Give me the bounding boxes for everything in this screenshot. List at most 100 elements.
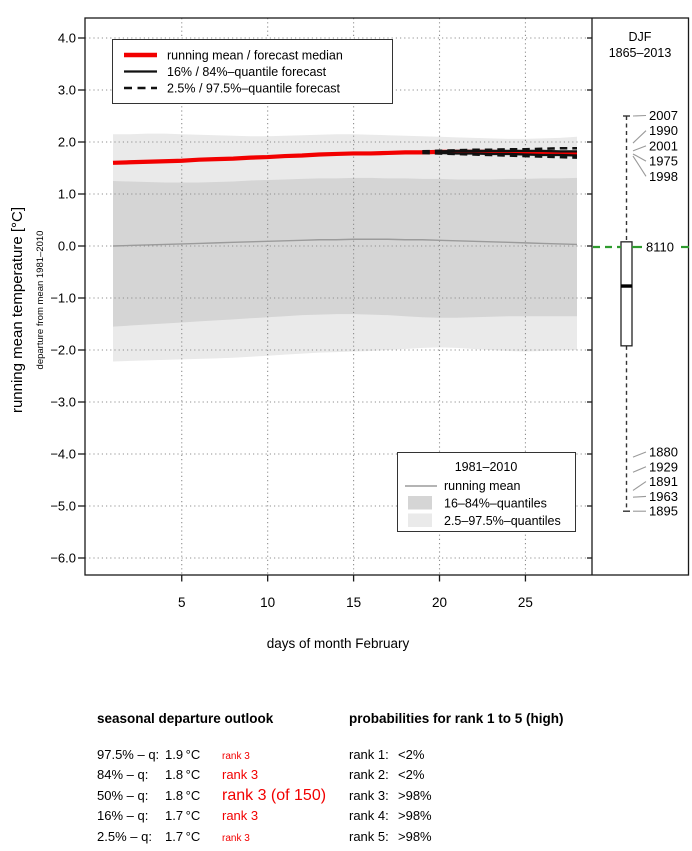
legend-item-label: 2.5% / 97.5%–quantile forecast xyxy=(167,82,341,96)
year-leader-line xyxy=(632,481,647,491)
axes xyxy=(78,17,690,582)
temp-tick-label: −4.0 xyxy=(50,447,76,462)
year-label-1929: 1929 xyxy=(649,459,678,474)
climatology-legend: 1981–2010 running mean 16–84%–quantiles 2.5… xyxy=(397,452,576,532)
probability-value: >98% xyxy=(398,829,432,844)
quantile-label: 97.5% – q: xyxy=(97,747,160,762)
rank-annotation: rank 3 xyxy=(222,751,250,762)
rank-label: rank 3: xyxy=(349,788,389,803)
temp-tick-label: 1.0 xyxy=(58,187,76,202)
djf-period-label: DJF xyxy=(629,30,652,44)
rank-annotation: rank 3 xyxy=(222,833,250,844)
rank-annotation: rank 3 (of 150) xyxy=(222,787,327,804)
forecast-q2-5-line xyxy=(422,151,578,159)
probability-value: >98% xyxy=(398,808,432,823)
light-swatch-sample xyxy=(408,513,432,527)
y-axis-sub-label: departure from mean 1981–2010 xyxy=(35,231,46,370)
year-leader-line xyxy=(632,495,647,498)
quantile-value: 1.8 °C xyxy=(165,788,201,803)
y-axis-label: running mean temperature [°C] xyxy=(9,207,26,413)
quantile-label: 16% – q: xyxy=(97,808,149,823)
legend-item-label: 16–84%–quantiles xyxy=(444,497,547,511)
year-label-2001: 2001 xyxy=(649,138,678,153)
rank-label: rank 4: xyxy=(349,808,389,823)
outlook-heading: seasonal departure outlook xyxy=(97,711,274,726)
climatology-running-mean-line xyxy=(112,238,578,247)
legend-item-label: running mean / forecast median xyxy=(167,49,343,63)
plot-border xyxy=(84,17,690,576)
year-label-1895: 1895 xyxy=(649,504,678,519)
year-label-1891: 1891 xyxy=(649,474,678,489)
probability-row: rank 5: >98% xyxy=(349,828,432,845)
outlook-row: 2.5% – q: 1.7 °C rank 3 xyxy=(97,828,250,847)
year-leader-line xyxy=(632,155,647,177)
temp-tick-label: 2.0 xyxy=(58,135,76,150)
temp-tick-label: −5.0 xyxy=(50,499,76,514)
year-leader-line xyxy=(632,114,647,117)
probability-row: rank 3: >98% xyxy=(349,787,432,804)
legend-item-label: 16% / 84%–quantile forecast xyxy=(167,65,327,79)
year-label-1990: 1990 xyxy=(649,123,678,138)
outlook-row: 16% – q: 1.7 °C rank 3 xyxy=(97,807,258,824)
climatology-bands xyxy=(113,133,577,362)
year-label-2007: 2007 xyxy=(649,108,678,123)
year-leader-line xyxy=(632,145,647,152)
station-count-label: 8110 xyxy=(646,240,674,255)
quantile-label: 84% – q: xyxy=(97,767,149,782)
x-axis-label: days of month February xyxy=(267,636,410,651)
rank-annotation: rank 3 xyxy=(222,767,259,782)
probability-value: >98% xyxy=(398,788,432,803)
temperature-forecast-chart: 4.0 3.0 2.0 1.0 0.0 −1.0 −2.0 −3.0 −4.0 −5.0 −6.0 5… xyxy=(9,17,690,651)
year-label-1963: 1963 xyxy=(649,489,678,504)
forecast-q97-5-line xyxy=(422,146,577,153)
temp-tick-label: −1.0 xyxy=(50,291,76,306)
quantile-value: 1.7 °C xyxy=(165,829,201,844)
year-label-1998: 1998 xyxy=(649,169,678,184)
temp-tick-label: 0.0 xyxy=(58,239,76,254)
rank-annotation: rank 3 xyxy=(222,808,259,823)
outlook-row: 84% – q: 1.8 °C rank 3 xyxy=(97,766,258,783)
temp-tick-label: −6.0 xyxy=(50,551,76,566)
climatology-16-84-band xyxy=(113,177,577,327)
outlook-row: 50% – q: 1.8 °C rank 3 (of 150) xyxy=(97,787,326,804)
quantile-value: 1.8 °C xyxy=(165,767,201,782)
year-label-1975: 1975 xyxy=(649,154,678,169)
probabilities-heading: probabilities for rank 1 to 5 (high) xyxy=(349,711,564,726)
probability-value: <2% xyxy=(398,767,425,782)
forecast-median-line xyxy=(112,149,578,165)
year-leader-line xyxy=(632,130,647,144)
temp-tick-label: −3.0 xyxy=(50,395,76,410)
day-tick-label: 25 xyxy=(518,595,533,610)
rank-label: rank 1: xyxy=(349,747,389,762)
day-tick-label: 10 xyxy=(260,595,275,610)
year-leader-line xyxy=(632,451,647,458)
day-tick-label: 15 xyxy=(346,595,361,610)
rank-label: rank 2: xyxy=(349,767,389,782)
djf-range-label: 1865–2013 xyxy=(609,46,672,60)
probability-row: rank 2: <2% xyxy=(349,766,424,783)
quantile-label: 2.5% – q: xyxy=(97,829,152,844)
day-tick-label: 5 xyxy=(178,595,186,610)
probability-value: <2% xyxy=(398,747,425,762)
year-label-1880: 1880 xyxy=(649,445,678,460)
year-leader-line xyxy=(632,466,647,473)
outlook-row: 97.5% – q: 1.9 °C rank 3 xyxy=(97,746,250,765)
temp-tick-label: 3.0 xyxy=(58,83,76,98)
probability-row: rank 1: <2% xyxy=(349,746,424,763)
year-leader-line xyxy=(632,153,647,162)
temp-tick-label: 4.0 xyxy=(58,31,76,46)
legend-title: 1981–2010 xyxy=(455,460,518,474)
quantile-label: 50% – q: xyxy=(97,788,149,803)
legend-item-label: running mean xyxy=(444,479,520,493)
dark-swatch-sample xyxy=(408,496,432,510)
quantile-value: 1.7 °C xyxy=(165,808,201,823)
legend-item-label: 2.5–97.5%–quantiles xyxy=(444,514,561,528)
rank-label: rank 5: xyxy=(349,829,389,844)
interquartile-box xyxy=(620,241,633,347)
forecast-legend: running mean / forecast median 16% / 84%–… xyxy=(112,39,393,104)
legend-box xyxy=(112,39,393,104)
quantile-value: 1.9 °C xyxy=(165,747,201,762)
temp-tick-label: −2.0 xyxy=(50,343,76,358)
